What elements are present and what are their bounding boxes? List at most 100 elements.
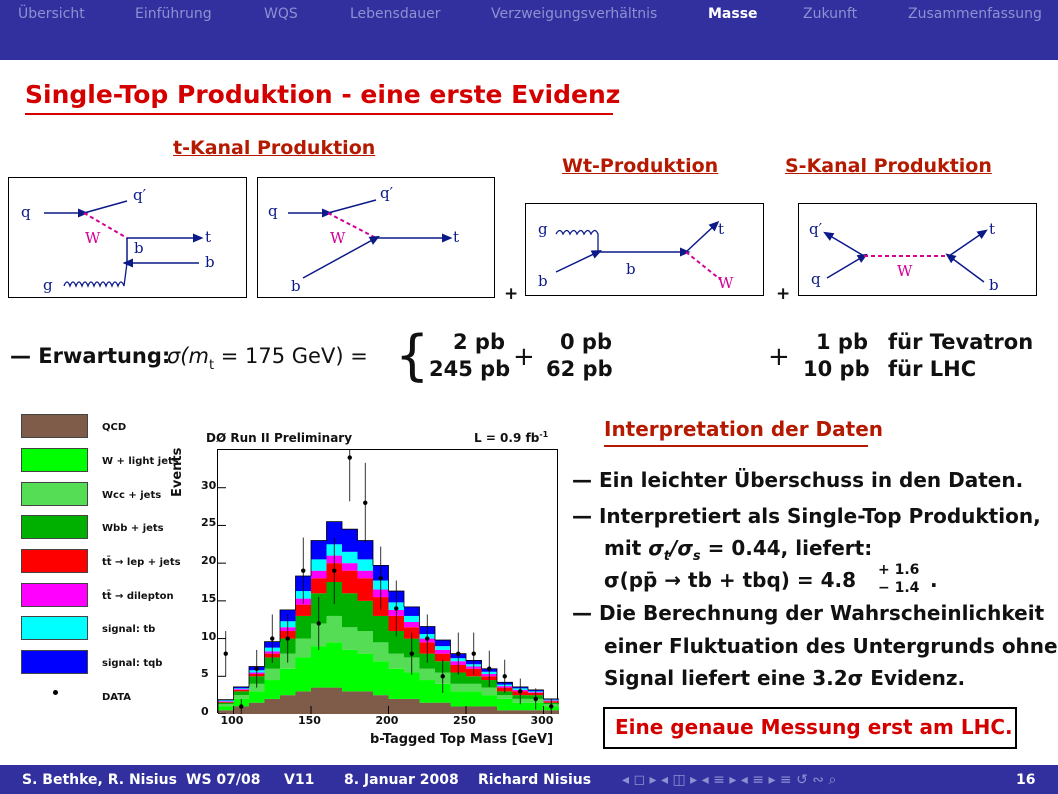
label-b: b <box>134 239 144 257</box>
label-t: t <box>205 228 211 246</box>
legend-swatch <box>21 616 88 640</box>
lumi-exponent: -1 <box>539 430 549 439</box>
data-point <box>549 704 554 709</box>
beamer-navigation-icons[interactable]: ◂ ◻ ▸ ◂ ◫ ▸ ◂ ≡ ▸ ◂ ≡ ▸ ≡ ↺ ∾ ⌕ <box>622 772 837 788</box>
label-w: W <box>897 262 913 280</box>
y-tick-label: 5 <box>201 667 209 681</box>
formula-sub: t <box>208 358 215 373</box>
interpretation-heading: Interpretation der Daten <box>604 417 883 441</box>
histogram-bar-signal-tqb <box>357 540 373 560</box>
histogram-bar-signal-tb <box>311 559 327 571</box>
histogram-bar-signal-tqb <box>233 686 249 689</box>
histogram-svg <box>218 450 559 714</box>
histogram-bar-wcc-jets <box>450 683 466 692</box>
l4-period: . <box>930 568 938 592</box>
y-tick-label: 0 <box>201 705 209 718</box>
data-point <box>502 674 507 679</box>
formula-rest: = 175 GeV) = <box>214 344 368 368</box>
s-channel-tevatron: 1 pb <box>816 330 868 354</box>
nav-item-masse[interactable]: Masse <box>708 6 758 22</box>
legend-label: DATA <box>102 692 132 703</box>
histogram-bar-wbb-jets <box>497 691 513 696</box>
histogram-bar-wbb-jets <box>373 615 389 643</box>
x-tick-label: 250 <box>453 714 476 727</box>
legend-data-marker <box>53 690 58 695</box>
label-w: W <box>85 229 101 247</box>
feynman-diagram-wt: g b b t W <box>525 203 764 296</box>
label-b: b <box>626 260 636 278</box>
histogram-bar-tt-dilepton <box>233 689 249 690</box>
nav-item-lebensdauer[interactable]: Lebensdauer <box>350 6 441 22</box>
histogram-bar-wcc-jets <box>326 615 342 643</box>
histogram-bar-wcc-jets <box>373 642 389 662</box>
l3-suffix: = 0.44, liefert: <box>700 536 873 560</box>
label-q-prime: q′ <box>809 220 823 238</box>
footer-term: WS 07/08 <box>186 772 261 788</box>
data-point <box>533 696 538 702</box>
nav-item-zukunft[interactable]: Zukunft <box>803 6 858 22</box>
label-q: q <box>811 270 821 288</box>
histogram-bar-wbb-jets <box>466 676 482 684</box>
s-channel-lhc: 10 pb <box>803 357 870 381</box>
nav-item-verzweigungsverhaeltnis[interactable]: Verzweigungsverhältnis <box>491 6 658 22</box>
histogram-bar-w-light-jets <box>218 706 234 711</box>
legend-swatch <box>21 583 88 607</box>
data-point <box>471 651 476 656</box>
histogram-bar-wcc-jets <box>481 687 497 696</box>
histogram-bar-wbb-jets <box>450 672 466 684</box>
histogram-bar-wcc-jets <box>218 704 234 707</box>
l3-prefix: mit <box>604 536 649 560</box>
nav-item-zusammenfassung[interactable]: Zusammenfassung <box>908 6 1042 22</box>
l4-uncertainty-down: − 1.4 <box>878 580 920 596</box>
label-q-prime: q′ <box>380 184 394 202</box>
x-axis-label: b-Tagged Top Mass [GeV] <box>370 732 554 747</box>
histogram-bar-w-light-jets <box>326 642 342 688</box>
histogram-bar-qcd <box>249 702 265 714</box>
x-tick-label: 150 <box>298 714 321 727</box>
histogram-outline <box>218 521 559 714</box>
footer-lecture: V11 <box>284 772 315 788</box>
histogram-bar-signal-tqb <box>326 521 342 545</box>
histogram-bar-w-light-jets <box>357 653 373 692</box>
histogram-bar-qcd <box>342 691 358 714</box>
wt-tevatron: 0 pb <box>560 330 612 354</box>
legend-label: signal: tqb <box>102 658 163 669</box>
histogram-bar-signal-tb <box>357 559 373 571</box>
histogram-bar-w-light-jets <box>280 668 296 696</box>
footer-date: 8. Januar 2008 <box>344 772 459 788</box>
t-channel-lhc: 245 pb <box>429 357 511 381</box>
histogram-bar-tt-lep-jets <box>342 570 358 594</box>
histogram-bar-qcd <box>450 706 466 714</box>
y-axis-label: Events <box>170 447 185 497</box>
histogram-bar-w-light-jets <box>435 683 451 703</box>
interpretation-underline <box>604 445 868 447</box>
y-tick-label: 25 <box>201 516 217 530</box>
nav-item-uebersicht[interactable]: Übersicht <box>18 6 85 22</box>
histogram-bar-qcd <box>435 702 451 714</box>
histogram-bar-wcc-jets <box>388 653 404 669</box>
data-point <box>378 576 383 581</box>
histogram-bar-tt-dilepton <box>357 570 373 579</box>
y-tick-label: 10 <box>201 629 217 643</box>
label-b: b <box>205 253 215 271</box>
histogram-bar-tt-lep-jets <box>218 701 234 703</box>
label-b: b <box>538 272 548 290</box>
legend-swatch <box>21 549 88 573</box>
nav-item-einfuehrung[interactable]: Einführung <box>135 6 212 22</box>
data-point <box>239 704 244 709</box>
l4-formula: σ(pp̄ → tb + tbq) = 4.8 <box>604 568 857 592</box>
legend-label: tt̄ → lep + jets <box>102 557 181 568</box>
formula-sigma-m: σ(mt = 175 GeV) = <box>167 344 368 373</box>
histogram-bar-tt-dilepton <box>404 621 420 628</box>
histogram-bar-tt-dilepton <box>342 563 358 571</box>
data-point <box>254 666 259 671</box>
histogram-bar-wcc-jets <box>264 668 280 681</box>
histogram-bar-qcd <box>466 706 482 714</box>
expectation-formula: — Erwartung: σ(mt = 175 GeV) = { 2 pb 24… <box>10 324 1050 390</box>
nav-item-wqs[interactable]: WQS <box>264 6 298 22</box>
legend-swatch <box>21 515 88 539</box>
legend-label: W + light jets <box>102 456 179 467</box>
histogram-bar-wcc-jets <box>419 668 435 681</box>
histogram-bar-w-light-jets <box>388 668 404 699</box>
section-wt: Wt-Produktion <box>562 155 719 177</box>
